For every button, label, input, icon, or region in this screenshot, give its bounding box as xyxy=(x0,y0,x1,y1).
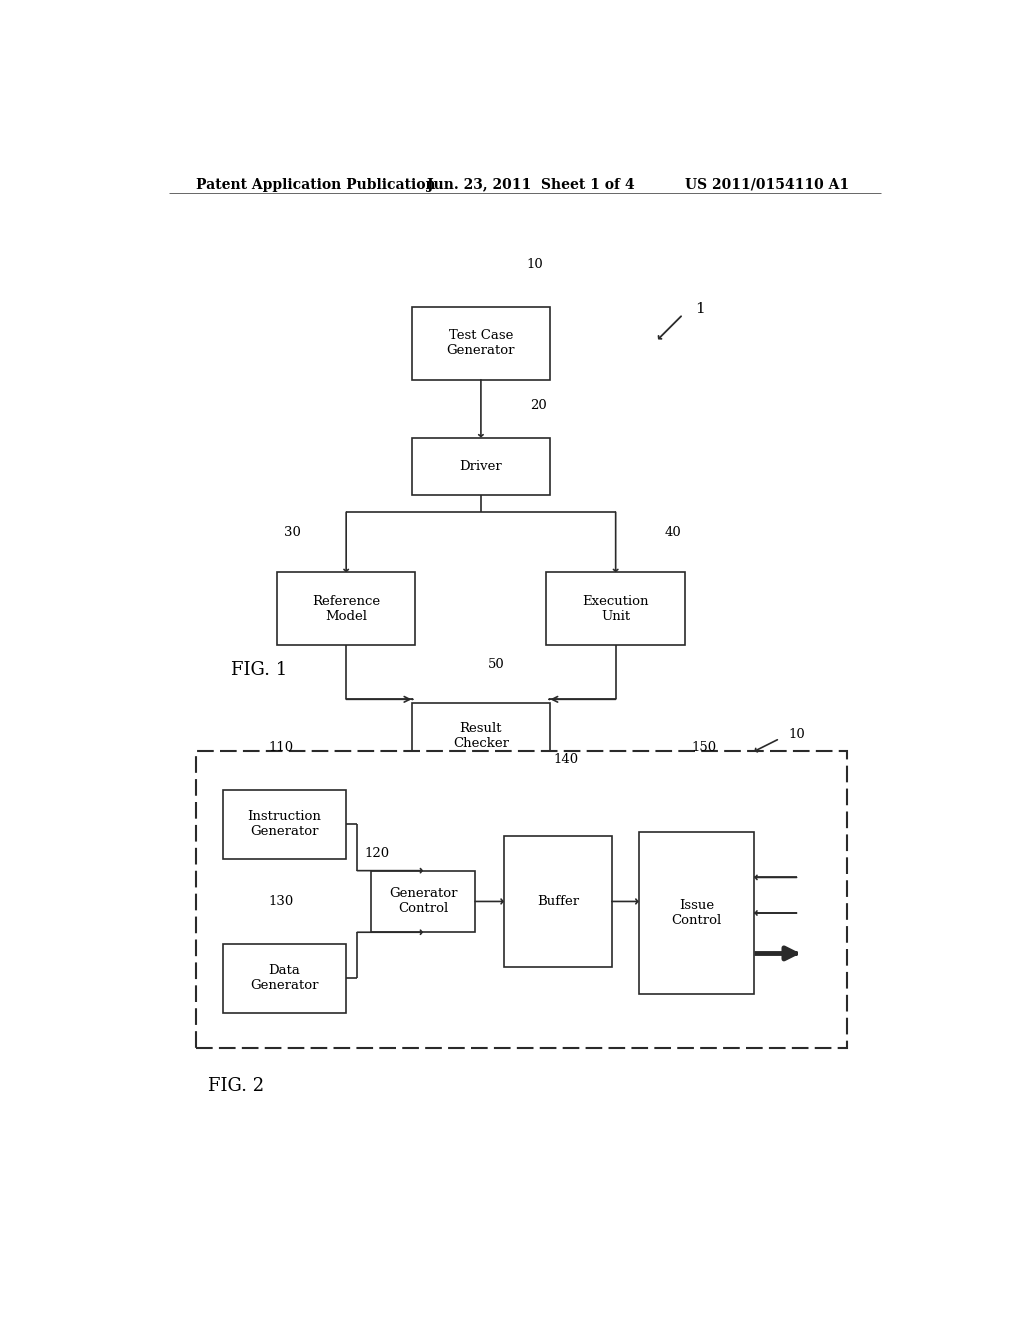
Bar xyxy=(412,437,550,495)
Text: 50: 50 xyxy=(487,659,505,671)
Text: Driver: Driver xyxy=(460,459,503,473)
Text: 10: 10 xyxy=(788,727,806,741)
Text: Result
Checker: Result Checker xyxy=(453,722,509,750)
Text: 140: 140 xyxy=(553,752,579,766)
Bar xyxy=(223,944,346,1014)
Text: 110: 110 xyxy=(268,741,293,754)
Text: Execution
Unit: Execution Unit xyxy=(583,595,649,623)
Text: 20: 20 xyxy=(530,399,547,412)
Text: 10: 10 xyxy=(526,257,543,271)
Text: Jun. 23, 2011  Sheet 1 of 4: Jun. 23, 2011 Sheet 1 of 4 xyxy=(427,178,635,191)
Text: Data
Generator: Data Generator xyxy=(250,965,318,993)
Text: 1: 1 xyxy=(695,301,706,315)
Bar xyxy=(371,871,475,932)
Text: 120: 120 xyxy=(365,847,389,861)
Bar xyxy=(547,573,685,645)
Text: FIG. 2: FIG. 2 xyxy=(208,1077,264,1096)
Text: 30: 30 xyxy=(284,525,301,539)
Bar xyxy=(412,306,550,380)
Text: Generator
Control: Generator Control xyxy=(389,887,458,916)
Bar xyxy=(276,573,416,645)
Text: Buffer: Buffer xyxy=(537,895,579,908)
Text: 150: 150 xyxy=(691,741,717,754)
Text: Reference
Model: Reference Model xyxy=(312,595,380,623)
Text: 130: 130 xyxy=(268,895,293,908)
Bar xyxy=(223,789,346,859)
Text: Test Case
Generator: Test Case Generator xyxy=(446,329,515,358)
Text: Patent Application Publication: Patent Application Publication xyxy=(196,178,435,191)
Bar xyxy=(504,836,611,968)
Text: Instruction
Generator: Instruction Generator xyxy=(248,810,322,838)
Bar xyxy=(639,832,755,994)
Text: FIG. 1: FIG. 1 xyxy=(230,661,287,680)
Bar xyxy=(196,751,847,1048)
Bar xyxy=(412,704,550,768)
Text: US 2011/0154110 A1: US 2011/0154110 A1 xyxy=(685,178,849,191)
Text: Issue
Control: Issue Control xyxy=(672,899,722,927)
Text: 40: 40 xyxy=(665,525,682,539)
